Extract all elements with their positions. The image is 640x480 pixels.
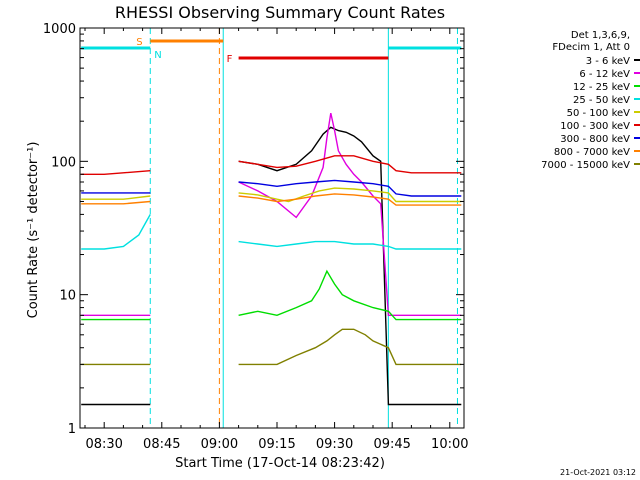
legend-entry-5: 100 - 300 keV xyxy=(560,121,630,132)
legend-entry-7: 800 - 7000 keV xyxy=(554,147,630,158)
plot-area: SNNF xyxy=(81,28,462,428)
interval-label-3: F xyxy=(227,54,233,65)
series-line-5-1 xyxy=(238,155,462,174)
series-line-4-1 xyxy=(238,187,462,203)
footer-timestamp: 21-Oct-2021 03:12 xyxy=(560,468,636,477)
series-line-1-1 xyxy=(238,112,462,316)
legend-entry-4: 50 - 100 keV xyxy=(567,108,631,119)
legend-entry-0: 3 - 6 keV xyxy=(586,56,630,67)
y-axis: 1 10 100 1000 xyxy=(43,22,464,437)
series-line-3-0 xyxy=(81,214,151,250)
x-tick-label-5: 09:45 xyxy=(373,437,410,452)
series-line-4-0 xyxy=(81,195,151,200)
y-tick-label-2: 100 xyxy=(51,155,76,170)
series-line-0-1 xyxy=(238,126,462,406)
series-line-3-1 xyxy=(238,240,462,250)
x-axis: 08:30 08:45 09:00 09:15 09:30 09:45 10:00 xyxy=(84,28,469,452)
legend: Det 1,3,6,9,FDecim 1, Att 0 3 - 6 keV 6 - … xyxy=(541,30,640,171)
chart-title: RHESSI Observing Summary Count Rates xyxy=(115,3,445,22)
legend-entry-2: 12 - 25 keV xyxy=(573,82,630,93)
y-axis-label: Count Rate (s⁻¹ detector⁻¹) xyxy=(26,142,41,319)
series-line-7-1 xyxy=(238,193,462,206)
x-axis-label: Start Time (17-Oct-14 08:23:42) xyxy=(175,456,385,471)
series-line-6-1 xyxy=(238,179,462,197)
y-tick-label-3: 1000 xyxy=(43,22,76,37)
y-tick-label-1: 10 xyxy=(59,289,76,304)
legend-entry-3: 25 - 50 keV xyxy=(573,95,630,106)
x-tick-label-6: 10:00 xyxy=(431,437,468,452)
series-line-2-1 xyxy=(238,269,462,321)
legend-entry-6: 300 - 800 keV xyxy=(560,134,630,145)
x-tick-label-4: 09:30 xyxy=(316,437,353,452)
x-tick-label-1: 08:45 xyxy=(143,437,180,452)
y-tick-label-0: 1 xyxy=(68,422,76,437)
series-line-8-1 xyxy=(238,328,462,366)
x-tick-label-2: 09:00 xyxy=(201,437,238,452)
plot-frame xyxy=(79,27,465,429)
legend-entry-8: 7000 - 15000 keV xyxy=(541,160,630,171)
legend-header-0: Det 1,3,6,9, xyxy=(571,30,630,41)
interval-label-1: N xyxy=(154,50,161,61)
series-line-5-0 xyxy=(81,170,151,176)
x-tick-label-0: 08:30 xyxy=(85,437,122,452)
interval-label-0: S xyxy=(136,37,142,48)
legend-header-1: FDecim 1, Att 0 xyxy=(552,42,630,53)
legend-entry-1: 6 - 12 keV xyxy=(579,69,630,80)
series-line-7-0 xyxy=(81,200,151,205)
x-tick-label-3: 09:15 xyxy=(258,437,295,452)
